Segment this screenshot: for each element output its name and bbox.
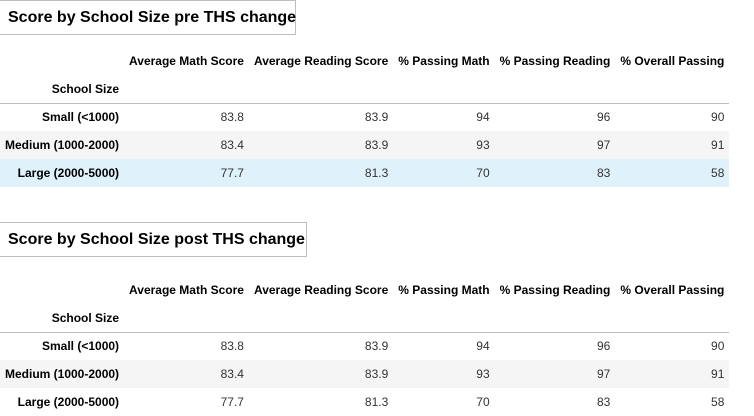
row-label: Small (<1000) — [42, 110, 120, 125]
column-header: Average Reading Score — [253, 283, 389, 297]
table-cell: 77.7 — [220, 395, 244, 409]
table-row: Medium (1000-2000) 83.4 83.9 93 97 91 — [0, 360, 730, 388]
post-change-title: Score by School Size post THS change — [0, 222, 307, 257]
table-cell: 90 — [711, 110, 725, 125]
table-row: Medium (1000-2000) 83.4 83.9 93 97 91 — [0, 131, 730, 159]
table-cell: 70 — [476, 166, 490, 180]
column-header: Average Reading Score — [253, 54, 389, 68]
table-cell: 90 — [711, 339, 725, 354]
table-row: Small (<1000) 83.8 83.9 94 96 90 — [0, 332, 730, 360]
column-header: Average Math Score — [129, 54, 244, 68]
table-row-highlighted[interactable]: Large (2000-5000) 77.7 81.3 70 83 58 — [0, 159, 730, 187]
index-header-row: School Size — [0, 304, 730, 333]
column-header: % Overall Passing — [620, 283, 725, 297]
table-cell: 96 — [596, 110, 611, 125]
index-label: School Size — [0, 304, 125, 333]
table-cell: 91 — [711, 138, 725, 152]
table-row: Small (<1000) 83.8 83.9 94 96 90 — [0, 103, 730, 131]
table-cell: 94 — [476, 110, 490, 125]
table-cell: 83.9 — [364, 367, 389, 381]
column-header: % Passing Math — [398, 54, 490, 68]
table-cell: 83.8 — [220, 110, 244, 125]
table-cell: 83 — [596, 395, 611, 409]
column-header: % Passing Reading — [499, 283, 611, 297]
table-cell: 97 — [596, 367, 611, 381]
index-header-row: School Size — [0, 75, 730, 104]
row-label: Medium (1000-2000) — [5, 367, 120, 381]
table-cell: 77.7 — [220, 166, 244, 180]
table-cell: 83.8 — [220, 339, 244, 354]
header-row: Average Math Score Average Reading Score… — [0, 47, 729, 75]
table-cell: 83 — [596, 166, 611, 180]
table-cell: 81.3 — [364, 395, 389, 409]
table-cell: 83.9 — [364, 339, 389, 354]
corner-cell — [0, 47, 124, 75]
row-label: Small (<1000) — [42, 339, 120, 354]
table-cell: 83.4 — [220, 138, 244, 152]
row-label: Large (2000-5000) — [17, 166, 120, 180]
pre-change-title: Score by School Size pre THS change — [0, 0, 296, 35]
row-label: Medium (1000-2000) — [5, 138, 120, 152]
column-header: Average Math Score — [129, 283, 244, 297]
post-change-table: Average Math Score Average Reading Score… — [0, 276, 730, 416]
row-label: Large (2000-5000) — [17, 395, 120, 409]
table-cell: 83.9 — [364, 110, 389, 125]
header-row: Average Math Score Average Reading Score… — [0, 276, 729, 304]
table-cell: 58 — [711, 166, 725, 180]
column-header: % Overall Passing — [620, 54, 725, 68]
table-cell: 91 — [711, 367, 725, 381]
table-cell: 58 — [711, 395, 725, 409]
table-cell: 70 — [476, 395, 490, 409]
table-cell: 97 — [596, 138, 611, 152]
index-label: School Size — [0, 75, 125, 104]
table-cell: 96 — [596, 339, 611, 354]
column-header: % Passing Math — [398, 283, 490, 297]
corner-cell — [0, 276, 124, 304]
table-cell: 83.9 — [364, 138, 389, 152]
table-cell: 93 — [476, 367, 490, 381]
pre-change-table: Average Math Score Average Reading Score… — [0, 47, 730, 187]
table-row: Large (2000-5000) 77.7 81.3 70 83 58 — [0, 388, 730, 416]
table-cell: 94 — [476, 339, 490, 354]
table-cell: 93 — [476, 138, 490, 152]
table-cell: 81.3 — [364, 166, 389, 180]
column-header: % Passing Reading — [499, 54, 611, 68]
table-cell: 83.4 — [220, 367, 244, 381]
